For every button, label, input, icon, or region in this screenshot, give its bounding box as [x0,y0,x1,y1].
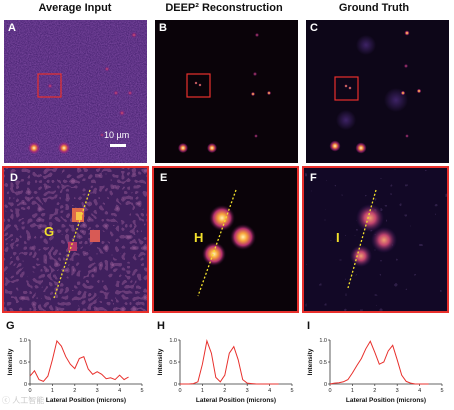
x-tick-label: 0 [28,388,31,394]
x-tick-label: 4 [268,388,271,394]
roi-box [37,73,62,98]
scale-bar [110,144,126,147]
intensity-profile-chart-h: 0 1 2 3 4 5 0 0.5 1.0 Lateral Position (microns) I… [157,338,294,404]
graph-letter-g: G [6,320,15,332]
x-tick-label: 4 [118,388,121,394]
x-axis-label: Lateral Position (microns) [46,397,126,404]
x-tick-label: 2 [373,388,376,394]
profile-line [53,189,91,299]
x-tick-label: 1 [51,388,54,394]
x-tick-label: 3 [96,388,99,394]
average-input-image [4,20,147,163]
zoom-label-h: H [194,230,204,245]
title-ground-truth: Ground Truth [338,2,410,14]
y-tick-label: 0 [324,382,327,388]
panel-label-e: E [160,172,168,184]
x-tick-label: 2 [73,388,76,394]
panel-label-c: C [310,22,318,34]
panel-deep2-reconstruction: B [155,20,298,163]
watermark: ⓒ 人工智能 [2,396,45,405]
profile-line [347,189,377,289]
panel-zoom-reconstruction: E H [152,166,299,313]
reconstruction-image [155,20,298,163]
zoom-ground-truth-image [304,168,447,311]
roi-box [334,76,359,101]
intensity-profile-chart-i: 0 1 2 3 4 5 0 0.5 1.0 Lateral Position (microns) I… [307,338,444,404]
x-tick-label: 2 [223,388,226,394]
x-axis-label: Lateral Position (microns) [196,397,276,404]
intensity-profile-line [29,339,129,383]
x-tick-label: 5 [140,388,143,394]
title-average-input: Average Input [38,2,112,14]
panel-label-d: D [10,172,18,184]
profile-line [197,189,237,297]
x-tick-label: 3 [246,388,249,394]
y-axis-label: Intensity [157,348,164,375]
ground-truth-image [306,20,449,163]
x-tick-label: 0 [328,388,331,394]
zoom-label-i: I [336,230,340,245]
x-tick-label: 5 [440,388,443,394]
intensity-profile-line [180,339,279,385]
y-tick-label: 0.5 [19,360,27,366]
scale-bar-label: 10 µm [104,130,130,140]
panel-zoom-average-input: D G [2,166,149,313]
y-tick-label: 1.0 [319,338,327,344]
panel-label-f: F [310,172,317,184]
panel-ground-truth: C [306,20,449,163]
roi-box [186,73,211,98]
title-deep2-reconstruction: DEEP² Reconstruction [165,2,283,14]
panel-average-input: A 10 µm [4,20,147,163]
x-tick-label: 3 [396,388,399,394]
y-tick-label: 1.0 [19,338,27,344]
x-tick-label: 1 [201,388,204,394]
panel-label-b: B [159,22,167,34]
zoom-reconstruction-image [154,168,297,311]
zoom-label-g: G [44,224,55,239]
x-tick-label: 1 [351,388,354,394]
x-tick-label: 4 [418,388,421,394]
y-tick-label: 1.0 [169,338,177,344]
panel-label-a: A [8,22,16,34]
y-tick-label: 0 [24,382,27,388]
zoom-average-input-image [4,168,147,311]
x-tick-label: 5 [290,388,293,394]
x-axis-label: Lateral Position (microns) [346,397,426,404]
graph-letter-h: H [157,320,165,332]
y-tick-label: 0.5 [319,360,327,366]
panel-zoom-ground-truth: F I [302,166,449,313]
x-tick-label: 0 [178,388,181,394]
intensity-profile-chart-g: 0 1 2 3 4 5 0 0.5 1.0 Lateral Position (microns) I… [7,338,144,404]
intensity-profile-line [329,340,429,385]
y-axis-label: Intensity [307,348,314,375]
graph-letter-i: I [307,320,311,332]
y-axis-label: Intensity [7,348,14,375]
y-tick-label: 0.5 [169,360,177,366]
y-tick-label: 0 [174,382,177,388]
